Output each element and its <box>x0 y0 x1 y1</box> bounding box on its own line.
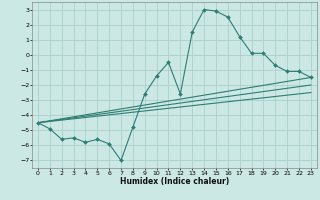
X-axis label: Humidex (Indice chaleur): Humidex (Indice chaleur) <box>120 177 229 186</box>
